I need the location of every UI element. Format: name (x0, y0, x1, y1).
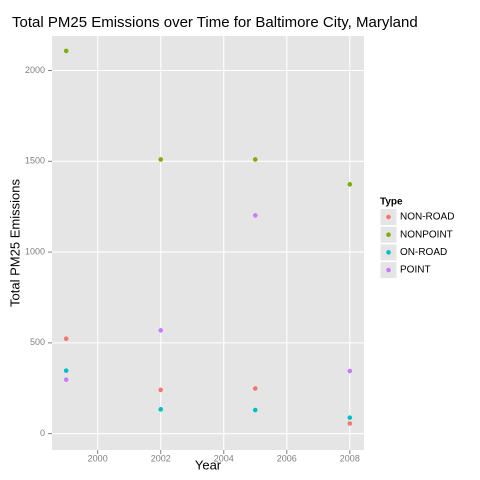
point (63, 377, 69, 383)
y-tick-label: 500 (30, 337, 45, 347)
panel (52, 36, 364, 450)
y-tick-label: 0 (40, 428, 45, 438)
legend-label: NON-ROAD (400, 212, 454, 223)
legend-label: ON-ROAD (400, 247, 447, 258)
point (347, 421, 353, 426)
legend-marker (386, 267, 391, 273)
x-tick-label: 2008 (340, 453, 360, 463)
x-tick-label: 2006 (277, 453, 297, 463)
legend-label: NONPOINT (400, 229, 453, 240)
point (252, 213, 258, 218)
point (252, 407, 258, 413)
point (158, 328, 164, 333)
point (347, 182, 353, 187)
x-tick-label: 2000 (88, 453, 108, 463)
point (63, 368, 69, 373)
point (63, 48, 69, 54)
point (158, 157, 164, 162)
legend-marker (386, 214, 391, 220)
point (347, 415, 353, 420)
legend-label: POINT (400, 265, 431, 276)
point (347, 368, 353, 374)
point (63, 336, 69, 341)
legend-marker (386, 232, 391, 237)
point (252, 157, 258, 162)
x-tick-label: 2004 (214, 453, 234, 463)
x-axis-label: Year (195, 457, 222, 472)
y-axis-label: Total PM25 Emissions (7, 179, 22, 307)
point (252, 386, 258, 391)
point (158, 387, 164, 393)
legend-marker (386, 250, 391, 255)
chart-title: Total PM25 Emissions over Time for Balti… (12, 14, 418, 31)
y-tick-label: 1000 (25, 246, 45, 256)
y-tick-label: 1500 (25, 156, 45, 166)
x-tick-label: 2002 (151, 453, 171, 463)
legend-title: Type (380, 197, 403, 208)
y-tick-label: 2000 (25, 65, 45, 75)
point (158, 407, 164, 412)
